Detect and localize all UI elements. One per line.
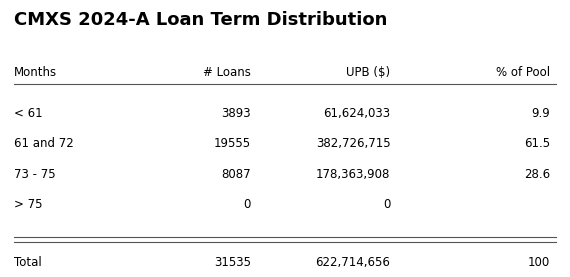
Text: 100: 100	[528, 256, 550, 269]
Text: < 61: < 61	[14, 107, 43, 120]
Text: 178,363,908: 178,363,908	[316, 168, 390, 181]
Text: 382,726,715: 382,726,715	[316, 137, 390, 150]
Text: Total: Total	[14, 256, 42, 269]
Text: 28.6: 28.6	[524, 168, 550, 181]
Text: 622,714,656: 622,714,656	[316, 256, 390, 269]
Text: > 75: > 75	[14, 198, 43, 211]
Text: 3893: 3893	[221, 107, 251, 120]
Text: 61.5: 61.5	[524, 137, 550, 150]
Text: Months: Months	[14, 66, 58, 79]
Text: 8087: 8087	[221, 168, 251, 181]
Text: UPB ($): UPB ($)	[347, 66, 390, 79]
Text: 0: 0	[383, 198, 390, 211]
Text: % of Pool: % of Pool	[496, 66, 550, 79]
Text: 61 and 72: 61 and 72	[14, 137, 74, 150]
Text: 19555: 19555	[214, 137, 251, 150]
Text: # Loans: # Loans	[203, 66, 251, 79]
Text: 61,624,033: 61,624,033	[323, 107, 390, 120]
Text: 73 - 75: 73 - 75	[14, 168, 56, 181]
Text: 31535: 31535	[214, 256, 251, 269]
Text: CMXS 2024-A Loan Term Distribution: CMXS 2024-A Loan Term Distribution	[14, 11, 388, 29]
Text: 9.9: 9.9	[531, 107, 550, 120]
Text: 0: 0	[243, 198, 251, 211]
